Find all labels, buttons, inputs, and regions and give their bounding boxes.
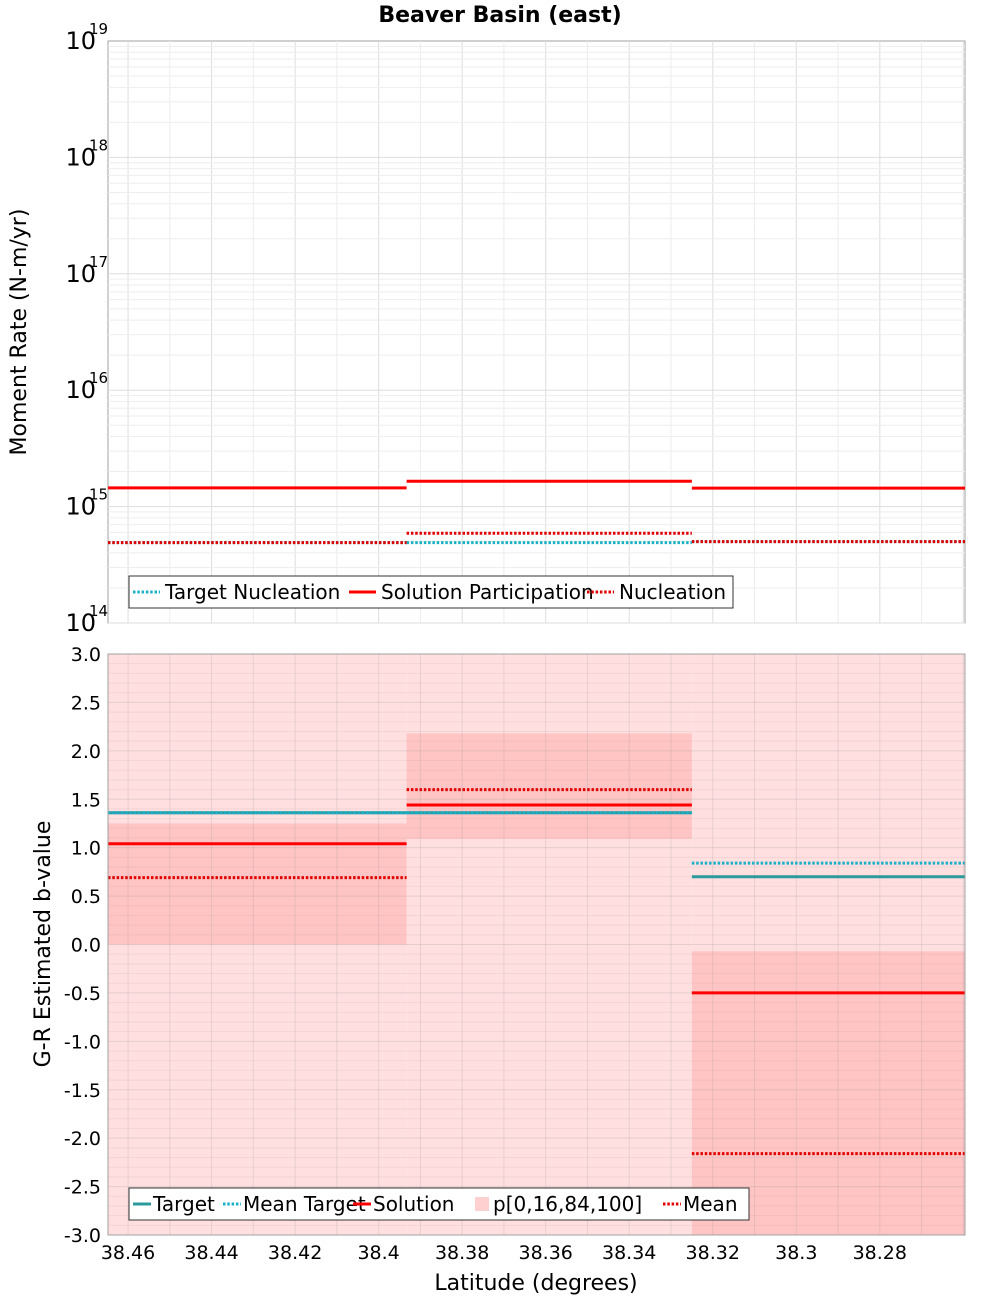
y-tick-label: -1.5 (64, 1080, 101, 1102)
y-tick-label: 2.5 (71, 692, 101, 714)
legend-label: p[0,16,84,100] (493, 1192, 642, 1216)
b-value-plot-border (107, 653, 966, 1236)
y-tick-exponent: 15 (89, 486, 108, 504)
y-tick-label: -3.0 (64, 1225, 101, 1247)
y-tick-exponent: 19 (89, 20, 108, 38)
x-tick-label: 38.42 (268, 1242, 322, 1264)
x-tick-label: 38.44 (184, 1242, 238, 1264)
b-value-percentile-bands (108, 654, 965, 1235)
y-tick-label: -1.0 (64, 1031, 101, 1053)
legend-label: Nucleation (619, 580, 726, 604)
y-tick-label: 0.0 (71, 935, 101, 957)
x-tick-label: 38.36 (518, 1242, 572, 1264)
moment-rate-y-axis-label: Moment Rate (N-m/yr) (7, 209, 32, 456)
band-p16-p84 (406, 733, 692, 839)
y-tick-label: 2.0 (71, 741, 101, 763)
x-tick-label: 38.28 (853, 1242, 907, 1264)
moment-rate-series (108, 479, 965, 545)
b-value-y-tick-labels: -3.0 -2.5 -2.0 -1.5 -1.0 -0.5 0.0 0.5 1.0 1.5 2.0 2… (64, 644, 101, 1247)
chart-title: Beaver Basin (east) (378, 3, 621, 28)
y-tick-label: -2.5 (64, 1177, 101, 1199)
x-tick-label: 38.38 (435, 1242, 489, 1264)
y-tick-label: -0.5 (64, 983, 101, 1005)
legend-label: Solution (373, 1192, 454, 1216)
y-tick-label: 10 (65, 260, 96, 288)
legend-label: Target Nucleation (164, 580, 340, 604)
x-tick-label: 38.34 (602, 1242, 656, 1264)
x-tick-label: 38.4 (357, 1242, 399, 1264)
moment-rate-gridlines (108, 41, 965, 624)
y-tick-exponent: 16 (89, 369, 108, 387)
y-tick-label: 10 (65, 143, 96, 171)
moment-rate-plot-area (107, 40, 966, 624)
y-tick-label: 10 (65, 609, 96, 637)
b-value-panel: -3.0 -2.5 -2.0 -1.5 -1.0 -0.5 0.0 0.5 1.0 1.5 2.0 2… (31, 644, 966, 1296)
y-tick-label: -2.0 (64, 1128, 101, 1150)
legend-box (128, 575, 734, 609)
y-tick-label: 3.0 (71, 644, 101, 666)
x-tick-label: 38.3 (775, 1242, 817, 1264)
y-tick-label: 1.5 (71, 789, 101, 811)
y-tick-exponent: 17 (89, 253, 108, 271)
moment-rate-legend: Target Nucleation Solution Participation N… (128, 575, 734, 609)
band-p16-p84 (108, 823, 407, 945)
b-value-y-axis-label: G-R Estimated b-value (31, 821, 56, 1068)
b-value-series (108, 788, 965, 1156)
y-tick-label: 0.5 (71, 886, 101, 908)
legend-label: Solution Participation (381, 580, 594, 604)
y-tick-exponent: 14 (89, 602, 108, 620)
y-tick-label: 1.0 (71, 838, 101, 860)
b-value-gridlines (108, 653, 965, 1236)
x-tick-label: 38.46 (101, 1242, 155, 1264)
latitude-x-axis-label: Latitude (degrees) (434, 1271, 637, 1296)
y-tick-label: 10 (65, 27, 96, 55)
legend-label: Target (152, 1192, 215, 1216)
y-tick-exponent: 18 (89, 136, 108, 154)
b-value-legend: Target Mean Target Solution p[0,16,84,100] M… (128, 1187, 750, 1221)
legend-label: Mean (683, 1192, 738, 1216)
legend-swatch (475, 1197, 489, 1211)
y-tick-label: 10 (65, 376, 96, 404)
legend-label: Mean Target (243, 1192, 366, 1216)
x-tick-label: 38.32 (686, 1242, 740, 1264)
y-tick-label: 10 (65, 493, 96, 521)
latitude-x-tick-labels: 38.46 38.44 38.42 38.4 38.38 38.36 38.34 38.32 3… (101, 1242, 907, 1264)
